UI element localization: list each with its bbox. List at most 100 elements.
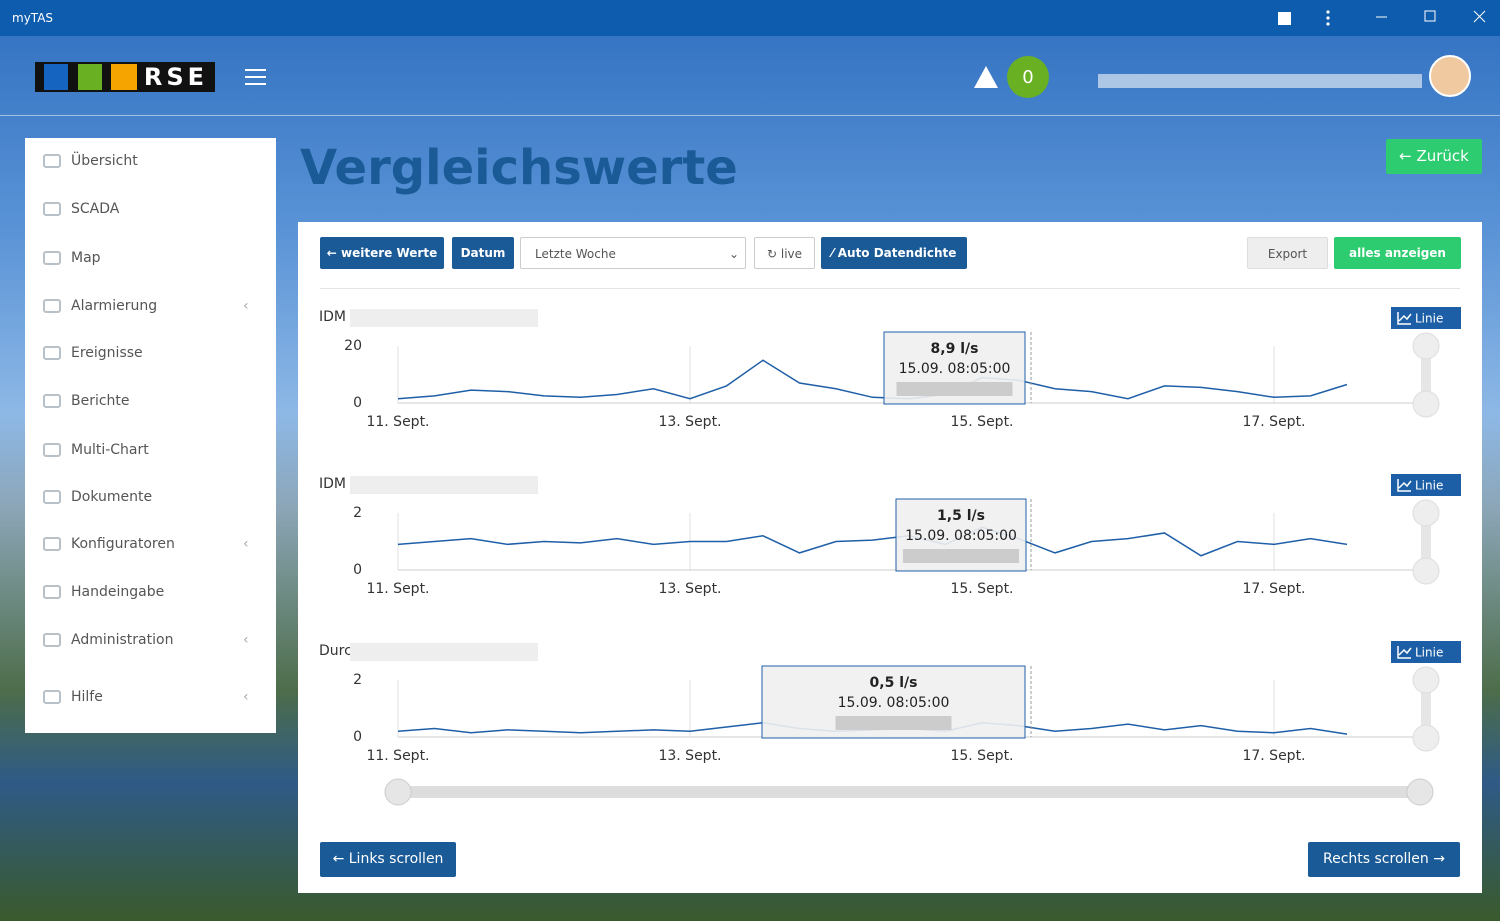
menu-item[interactable]: Berichte	[43, 393, 130, 409]
x-tick-label: 13. Sept.	[658, 414, 721, 430]
menu-icon	[43, 394, 61, 408]
menu-item[interactable]: Administration	[43, 632, 173, 648]
hamburger[interactable]	[245, 69, 266, 85]
label: live	[780, 247, 803, 261]
menu-icon	[43, 537, 61, 551]
menu-icon	[43, 202, 61, 216]
alarm-icon[interactable]	[974, 66, 998, 88]
y-tick-label: 20	[344, 338, 362, 354]
select-arrow: ⌄	[728, 247, 739, 261]
menu-dots[interactable]	[1326, 10, 1330, 14]
alarm-badge[interactable]	[1007, 56, 1049, 98]
y-tick-label: 0	[353, 562, 362, 578]
x-tick-label: 15. Sept.	[950, 581, 1013, 597]
chart-title: IDM	[319, 309, 346, 325]
menu-icon	[43, 490, 61, 504]
tooltip-value: 8,9 l/s	[931, 341, 979, 357]
mode-icon	[1397, 312, 1412, 325]
back-button[interactable]: ← Zurück	[1386, 139, 1482, 174]
window-controls	[1278, 10, 1486, 26]
menu-item[interactable]: Dokumente	[43, 489, 152, 505]
label: Rechts scrollen	[1323, 851, 1429, 867]
x-tick-label: 11. Sept.	[366, 748, 429, 764]
date-button[interactable]: Datum	[452, 237, 514, 269]
tooltip-time: 15.09. 08:05:00	[905, 528, 1017, 544]
mode-icon	[1397, 646, 1412, 659]
zoom-handle[interactable]	[1412, 666, 1440, 694]
live-button[interactable]: ↻ live	[754, 237, 815, 269]
range-handle[interactable]	[1406, 778, 1434, 806]
tooltip-blurred	[896, 382, 1013, 396]
zoom-handle[interactable]	[1412, 390, 1440, 418]
logo-block	[78, 64, 102, 90]
menu-label: Konfiguratoren	[71, 536, 175, 552]
menu-item[interactable]: Ereignisse	[43, 345, 143, 361]
chevron: ‹	[243, 632, 249, 648]
extension-icon[interactable]	[1278, 12, 1291, 25]
zoom-handle[interactable]	[1412, 557, 1440, 585]
tooltip	[761, 665, 1026, 739]
menu-item[interactable]: Multi-Chart	[43, 442, 149, 458]
scroll-left-button[interactable]: ← Links scrollen	[320, 842, 456, 877]
maximize[interactable]	[1424, 10, 1436, 22]
y-tick-label: 0	[353, 729, 362, 745]
x-tick-label: 17. Sept.	[1242, 581, 1305, 597]
mode-label: Linie	[1415, 312, 1443, 326]
menu-label: Alarmierung	[71, 298, 158, 314]
zoom-handle[interactable]	[1412, 724, 1440, 752]
range-select[interactable]: Letzte Woche ⌄	[520, 237, 746, 269]
blurred-name	[350, 476, 538, 494]
tooltip-value: 1,5 l/s	[937, 508, 985, 524]
x-tick-label: 15. Sept.	[950, 414, 1013, 430]
menu-icon	[43, 585, 61, 599]
menu-label: Ereignisse	[71, 345, 143, 361]
label: weitere Werte	[341, 246, 438, 260]
x-tick-label: 15. Sept.	[950, 748, 1013, 764]
mode-label: Linie	[1415, 479, 1443, 493]
tooltip-time: 15.09. 08:05:00	[899, 361, 1011, 377]
menu-label: Handeingabe	[71, 584, 165, 600]
y-tick-label: 2	[353, 505, 362, 521]
show-all-button[interactable]: alles anzeigen	[1334, 237, 1461, 269]
menu-item[interactable]: SCADA	[43, 201, 119, 217]
blurred-name	[350, 309, 538, 327]
export-button[interactable]: Export	[1247, 237, 1328, 269]
menu-label: Übersicht	[71, 153, 138, 169]
logo-text: RSE	[144, 63, 208, 91]
range-handle[interactable]	[384, 778, 412, 806]
menu-label: Administration	[71, 632, 174, 648]
separator	[320, 288, 1460, 289]
menu-label: SCADA	[71, 201, 120, 217]
menu-label: Map	[71, 250, 101, 266]
menu-item[interactable]: Handeingabe	[43, 584, 164, 600]
x-tick-label: 13. Sept.	[658, 581, 721, 597]
menu-item[interactable]: Hilfe	[43, 689, 103, 705]
menu-item[interactable]: Map	[43, 250, 101, 266]
tooltip-time: 15.09. 08:05:00	[838, 695, 950, 711]
scroll-right-button[interactable]: Rechts scrollen →	[1308, 842, 1460, 877]
x-tick-label: 13. Sept.	[658, 748, 721, 764]
logo-block	[111, 64, 137, 90]
tooltip-blurred	[903, 549, 1019, 563]
menu-item[interactable]: Übersicht	[43, 153, 138, 169]
data-line	[397, 526, 1348, 557]
label: alles anzeigen	[1349, 246, 1446, 260]
density-button[interactable]: ⁄ Auto Datendichte	[821, 237, 967, 269]
menu-dots	[1326, 22, 1330, 26]
zoom-handle[interactable]	[1412, 499, 1440, 527]
close[interactable]	[1473, 10, 1486, 23]
avatar[interactable]	[1429, 55, 1471, 97]
menu-icon	[43, 299, 61, 313]
y-tick-label: 2	[353, 672, 362, 688]
alarm-count: 0	[1022, 67, 1033, 88]
sidebar: Übersicht SCADA Map Alarmierung ‹ Ereignisse B…	[25, 138, 276, 733]
menu-item[interactable]: Alarmierung	[43, 298, 157, 314]
zoom-handle[interactable]	[1412, 332, 1440, 360]
x-tick-label: 17. Sept.	[1242, 748, 1305, 764]
menu-icon	[43, 346, 61, 360]
more-values-button[interactable]: ← weitere Werte	[320, 237, 444, 269]
menu-dots	[1326, 16, 1330, 20]
menu-item[interactable]: Konfiguratoren	[43, 536, 175, 552]
